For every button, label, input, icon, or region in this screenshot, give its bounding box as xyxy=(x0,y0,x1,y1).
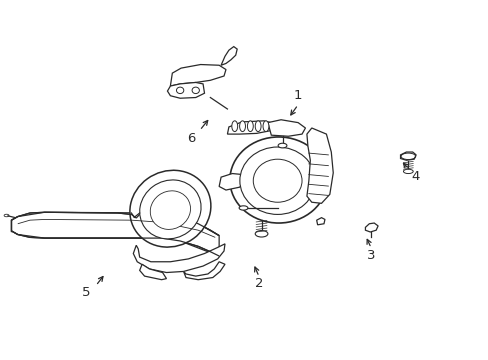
Polygon shape xyxy=(400,152,415,160)
Ellipse shape xyxy=(278,143,286,148)
Ellipse shape xyxy=(239,206,247,210)
Ellipse shape xyxy=(130,170,210,247)
Ellipse shape xyxy=(239,121,245,132)
Ellipse shape xyxy=(140,180,201,239)
Ellipse shape xyxy=(240,147,315,215)
Ellipse shape xyxy=(229,137,327,223)
Polygon shape xyxy=(133,244,224,273)
Polygon shape xyxy=(140,264,166,280)
Polygon shape xyxy=(267,120,305,136)
Ellipse shape xyxy=(253,159,302,202)
Text: 5: 5 xyxy=(81,287,90,300)
Polygon shape xyxy=(365,223,377,232)
Polygon shape xyxy=(219,174,245,190)
Text: 4: 4 xyxy=(410,170,419,183)
Polygon shape xyxy=(227,121,273,134)
Ellipse shape xyxy=(255,121,261,132)
Ellipse shape xyxy=(150,191,190,229)
Ellipse shape xyxy=(192,87,199,94)
Polygon shape xyxy=(221,46,237,65)
Ellipse shape xyxy=(231,121,237,132)
Text: 6: 6 xyxy=(186,132,195,145)
Polygon shape xyxy=(170,64,225,86)
Ellipse shape xyxy=(263,121,268,132)
Ellipse shape xyxy=(247,121,253,132)
Polygon shape xyxy=(11,212,219,256)
Text: 3: 3 xyxy=(366,249,375,262)
Polygon shape xyxy=(306,128,332,203)
Polygon shape xyxy=(167,82,204,98)
Ellipse shape xyxy=(255,230,267,237)
Ellipse shape xyxy=(403,169,412,174)
Polygon shape xyxy=(316,218,325,225)
Polygon shape xyxy=(183,262,224,280)
Text: 1: 1 xyxy=(293,89,302,102)
Text: 2: 2 xyxy=(254,278,263,291)
Ellipse shape xyxy=(176,87,183,94)
